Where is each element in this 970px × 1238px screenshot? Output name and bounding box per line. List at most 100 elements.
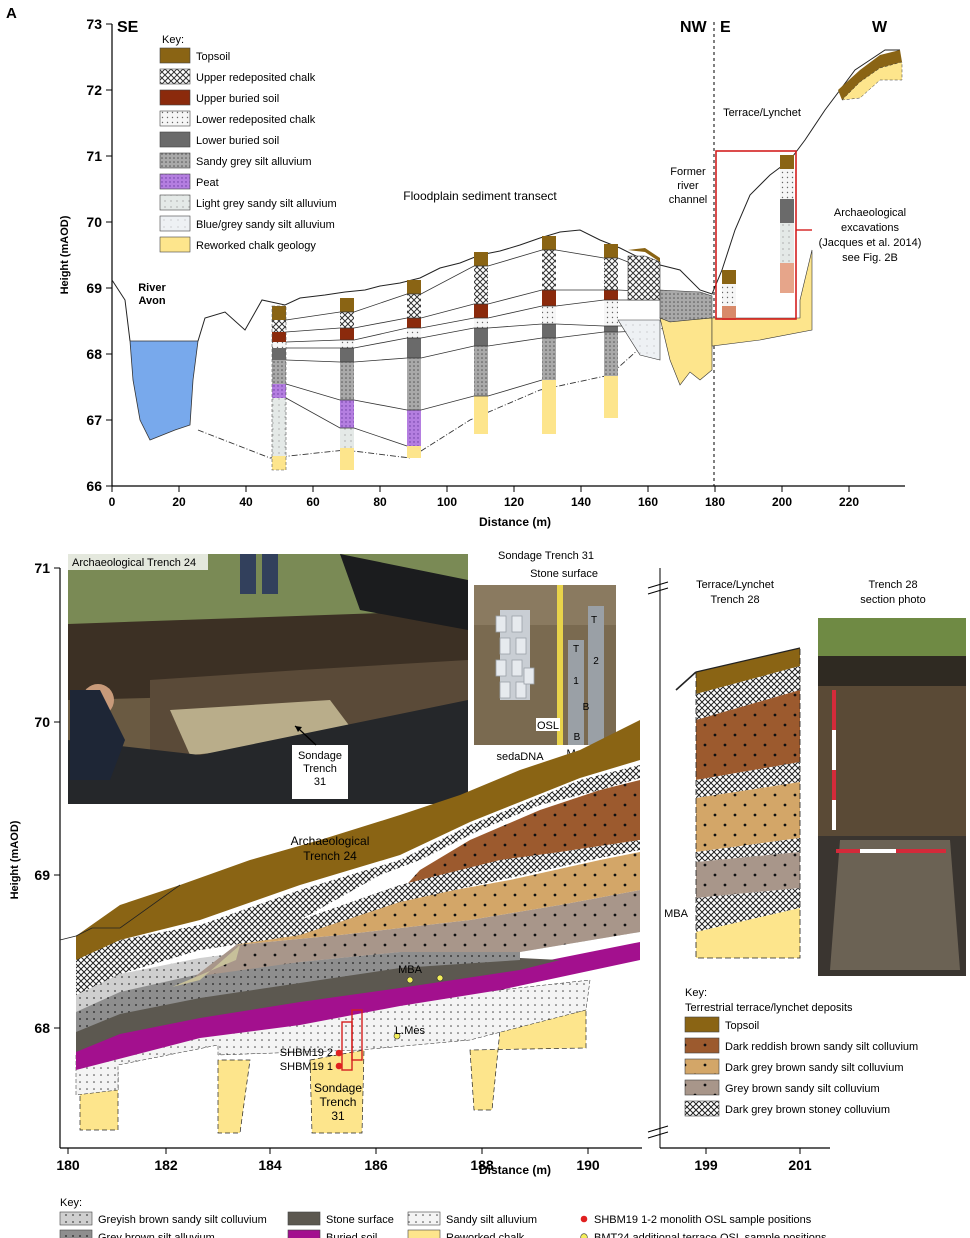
sondage-section-label: Sondage Trench 31: [314, 1081, 362, 1123]
channel-blue-silt: [617, 319, 661, 361]
x-tick-label: 160: [638, 495, 658, 509]
photo2-mark-t1: T: [573, 644, 579, 655]
ground-surface-line: [111, 49, 900, 342]
key-a-swatch: [159, 131, 191, 148]
y-ticks-b: 68 69 70 71: [34, 560, 60, 1036]
x-tick-label: 0: [109, 495, 116, 509]
sample-point-bmt24-1: [406, 976, 414, 984]
correlation-lines: [285, 249, 661, 447]
x-tick-label: 120: [504, 495, 524, 509]
x-tick-label: 140: [571, 495, 591, 509]
x-tick-label: 60: [306, 495, 320, 509]
x-tick-label: 100: [437, 495, 457, 509]
y-tick-label: 69: [86, 280, 102, 296]
channel-topsoil: [628, 248, 660, 262]
key-a-label: Lower redeposited chalk: [196, 114, 316, 126]
trench24-section: [59, 720, 640, 1134]
direction-nw: NW: [680, 19, 708, 36]
photo2-mark-b2: B: [574, 732, 581, 743]
x-tick-label: 220: [839, 495, 859, 509]
y-tick-label: 68: [34, 1020, 50, 1036]
terrace-key-label: Dark grey brown sandy silt colluvium: [725, 1062, 904, 1074]
bottom-key: Greyish brown sandy silt colluvium Grey b…: [59, 1211, 827, 1238]
mba-label: MBA: [398, 964, 423, 976]
terrace-key-swatch: [684, 1016, 720, 1033]
photo2-osl: OSL: [537, 720, 559, 732]
y-tick-label: 67: [86, 412, 102, 428]
terrace-key-label: Topsoil: [725, 1020, 759, 1032]
terrace-key-swatch-dots: [685, 1038, 719, 1053]
excavations-label: Archaeological excavations (Jacques et al.…: [819, 207, 922, 264]
key-a-swatch: [159, 194, 191, 211]
key-a-swatch: [159, 236, 191, 253]
x-tick-label: 186: [364, 1157, 388, 1173]
sample2-label: SHBM19 2: [280, 1047, 333, 1059]
key-a-swatch: [159, 215, 191, 232]
transect-label: Floodplain sediment transect: [403, 189, 557, 203]
key-a-label: Sandy grey silt alluvium: [196, 156, 312, 168]
key-a-label: Light grey sandy silt alluvium: [196, 198, 337, 210]
photo2-mark-2: 2: [593, 656, 599, 667]
photo1-sondage-label: Sondage Trench 31: [298, 750, 342, 788]
direction-w: W: [872, 19, 888, 36]
terrace-key-sub: Terrestrial terrace/lynchet deposits: [685, 1002, 853, 1014]
key-a: Topsoil Upper redeposited chalk Upper buri…: [159, 47, 337, 253]
y-tick-label: 71: [86, 148, 102, 164]
x-tick-label: 80: [373, 495, 387, 509]
x-ticks-b: 180 182 184 186 188 190 199 201: [56, 1148, 812, 1173]
key-a-swatch: [159, 110, 191, 127]
photo1-label: Archaeological Trench 24: [72, 557, 196, 569]
bottom-key-point: [580, 1215, 588, 1223]
terrace-mba-label: MBA: [664, 908, 689, 920]
terrace-key-title: Key:: [685, 987, 707, 999]
bottom-key-swatch: [287, 1211, 321, 1226]
borehole-50: [271, 305, 287, 471]
panel-b-diagram: B B 68 69 70 71 180 182 184 186 188 190 199 201 He…: [9, 550, 966, 1238]
key-a-label: Upper redeposited chalk: [196, 72, 316, 84]
trench28-photo-title: Trench 28 section photo: [860, 579, 925, 606]
bottom-key-swatch: [59, 1229, 93, 1238]
photo2-mark-t2: T: [591, 615, 597, 626]
panel-a-letter: A: [6, 5, 17, 22]
y-tick-label: 71: [34, 560, 50, 576]
lmes-label: L.Mes: [395, 1025, 425, 1037]
y-tick-label: 73: [86, 16, 102, 32]
bottom-key-label: Grey brown silt alluvium: [98, 1232, 215, 1238]
photo2-sub: Stone surface: [530, 568, 598, 580]
bottom-key-label: Greyish brown sandy silt colluvium: [98, 1214, 267, 1226]
sample-point-shbm19-2: [335, 1049, 343, 1057]
bottom-key-swatch: [407, 1211, 441, 1226]
key-a-label: Reworked chalk geology: [196, 240, 316, 252]
terrace-key-swatch: [684, 1100, 720, 1117]
photo2-seda: sedaDNA: [496, 751, 544, 763]
x-ticks-a: 0 20 40 60 80 100 120 140 160 180 200 220: [109, 486, 859, 509]
x-tick-label: 188: [470, 1157, 494, 1173]
channel-chalk: [659, 317, 713, 386]
sample1-label: SHBM19 1: [280, 1061, 333, 1073]
borehole-90: [407, 280, 421, 458]
x-tick-label: 20: [172, 495, 186, 509]
sample-point-shbm19-1: [335, 1062, 343, 1070]
bottom-key-label: Sandy silt alluvium: [446, 1214, 537, 1226]
sample-point-bmt24-2: [436, 974, 444, 982]
direction-e: E: [720, 19, 731, 36]
bottom-key-label: Stone surface: [326, 1214, 394, 1226]
bottom-key-swatch: [59, 1211, 93, 1226]
x-tick-label: 199: [694, 1157, 718, 1173]
key-a-label: Topsoil: [196, 51, 230, 63]
bottom-key-label: Buried soil: [326, 1232, 377, 1238]
channel-upper-chalk: [627, 255, 661, 301]
key-a-label: Upper buried soil: [196, 93, 279, 105]
photo2-title: Sondage Trench 31: [498, 550, 594, 562]
x-tick-label: 190: [576, 1157, 600, 1173]
key-a-swatch: [159, 68, 191, 85]
bottom-key-title: Key:: [60, 1197, 82, 1209]
trench28-column: [675, 647, 801, 959]
key-a-label: Blue/grey sandy silt alluvium: [196, 219, 335, 231]
key-a-swatch: [159, 89, 191, 106]
terrace-key-label: Grey brown sandy silt colluvium: [725, 1083, 880, 1095]
sondage31-photo: T 2 T 1 B B OSL: [474, 585, 616, 745]
bottom-key-swatch: [287, 1229, 321, 1238]
y-tick-label: 69: [34, 867, 50, 883]
y-tick-label: 70: [34, 714, 50, 730]
